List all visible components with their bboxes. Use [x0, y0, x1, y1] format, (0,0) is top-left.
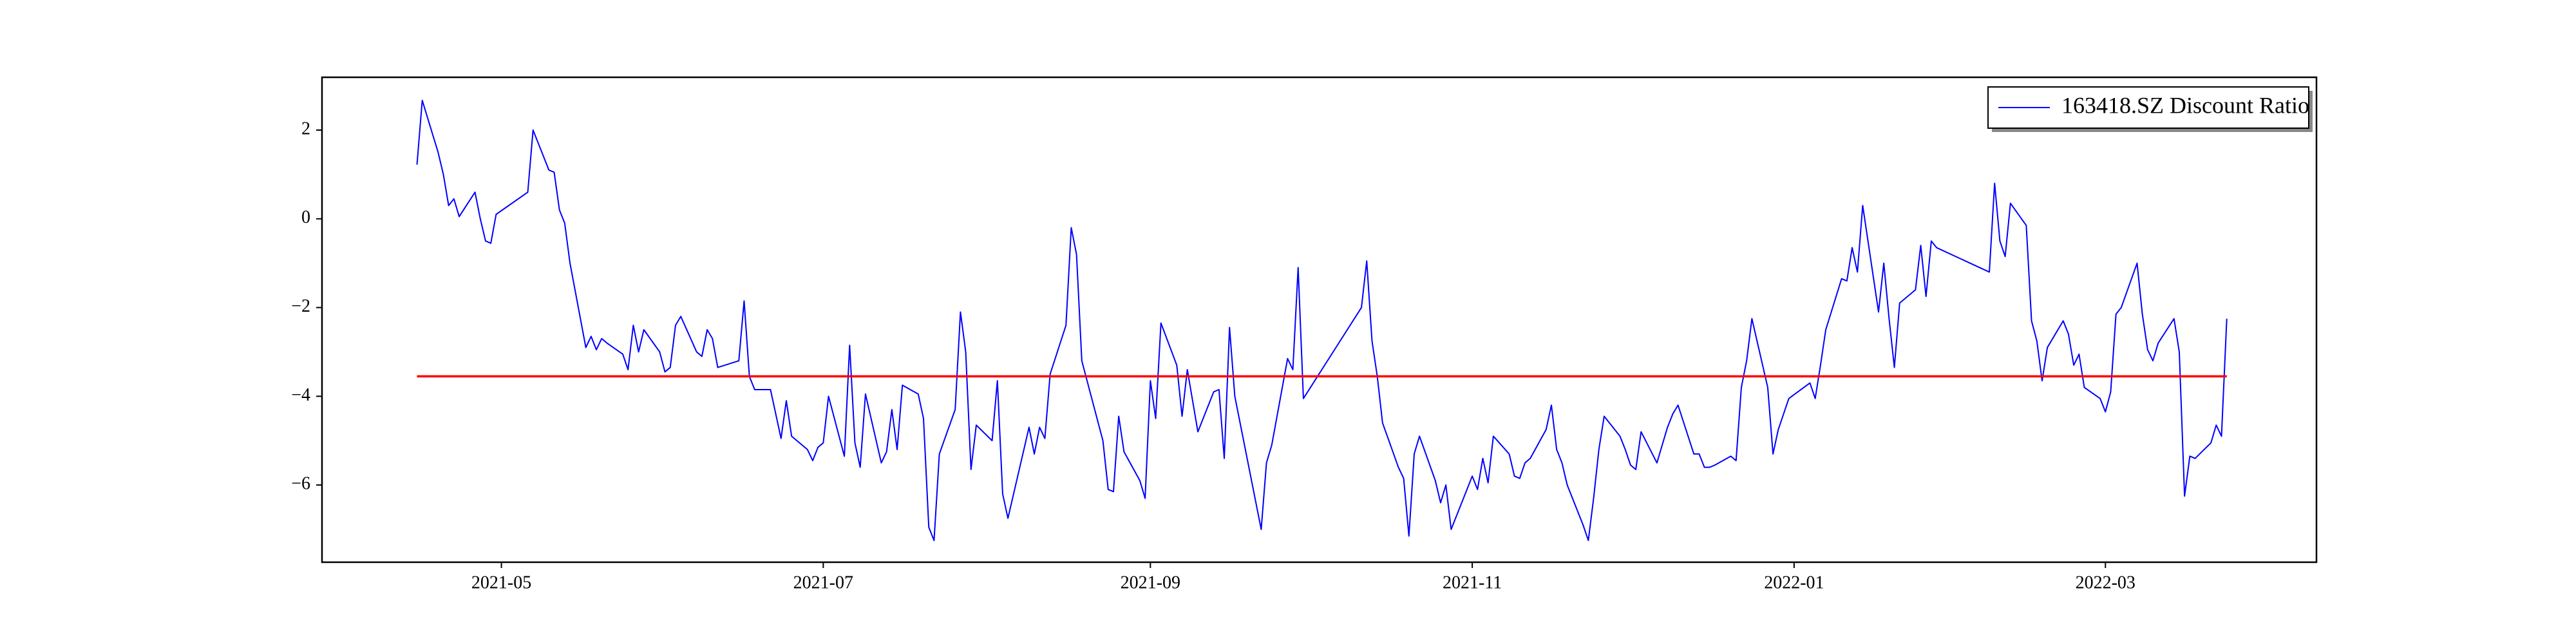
y-tick-label: 2 [301, 118, 310, 138]
y-tick-label: −4 [291, 385, 310, 405]
x-tick-label: 2022-03 [2076, 573, 2136, 592]
y-tick-label: −2 [291, 296, 310, 316]
x-tick-label: 2021-11 [1443, 573, 1502, 592]
y-tick-label: 0 [301, 207, 310, 227]
data-line [416, 99, 2228, 542]
x-tick-label: 2021-09 [1121, 573, 1180, 592]
plot-frame [321, 76, 2318, 564]
legend-label: 163418.SZ Discount Ratio [2061, 92, 2309, 118]
x-tick-label: 2021-05 [471, 573, 531, 592]
x-tick-label: 2021-07 [793, 573, 853, 592]
y-tick-label: −6 [291, 474, 310, 494]
x-tick-label: 2022-01 [1764, 573, 1824, 592]
